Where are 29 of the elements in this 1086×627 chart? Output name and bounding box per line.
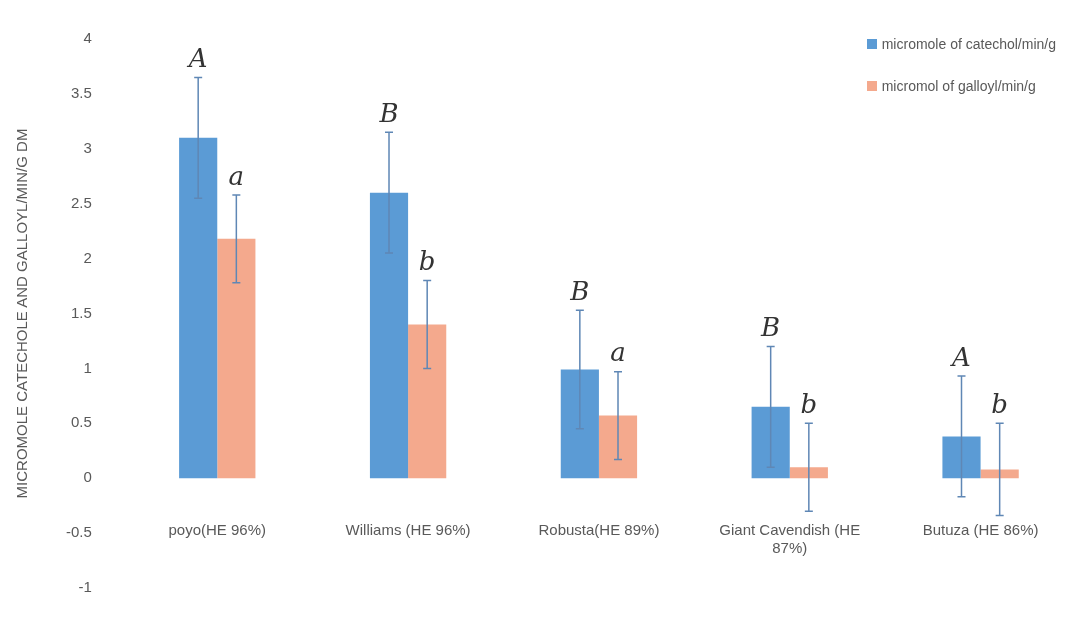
x-tick-label: Giant Cavendish (HE 87%) [719,521,861,557]
x-tick-label: Williams (HE 96%) [345,521,471,539]
y-tick-label: 0.5 [70,413,92,431]
annotation: b [991,389,1008,420]
x-tick-label: Robusta(HE 89%) [538,521,660,539]
x-tick-label: Butuza (HE 86%) [922,521,1039,539]
annotation: A [950,341,971,372]
y-tick-label: 1 [83,358,92,376]
annotation: a [610,337,626,368]
annotation: b [418,246,436,277]
y-axis-title: MICROMOLE CATECHOLE AND GALLOYL/MIN/G DM [13,128,31,499]
y-tick-label: 0 [83,468,92,486]
legend-label: micromol of galloyl/min/g [881,78,1036,94]
y-tick-label: -0.5 [65,523,92,541]
y-tick-label: 4 [83,29,92,47]
legend-label: micromole of catechol/min/g [881,36,1056,52]
y-tick-label: 3 [83,138,92,156]
annotation: B [760,312,781,343]
annotation: b [800,389,818,420]
x-tick-label: poyo(HE 96%) [168,521,267,539]
y-tick-label: 2.5 [70,193,92,211]
annotation: A [186,43,208,74]
y-tick-label: -1 [78,578,92,596]
y-tick-label: 2 [83,248,92,266]
y-tick-label: 3.5 [70,84,92,102]
annotation: a [228,160,245,191]
annotation: B [569,275,590,306]
annotation: B [378,98,399,129]
y-tick-label: 1.5 [70,303,92,321]
